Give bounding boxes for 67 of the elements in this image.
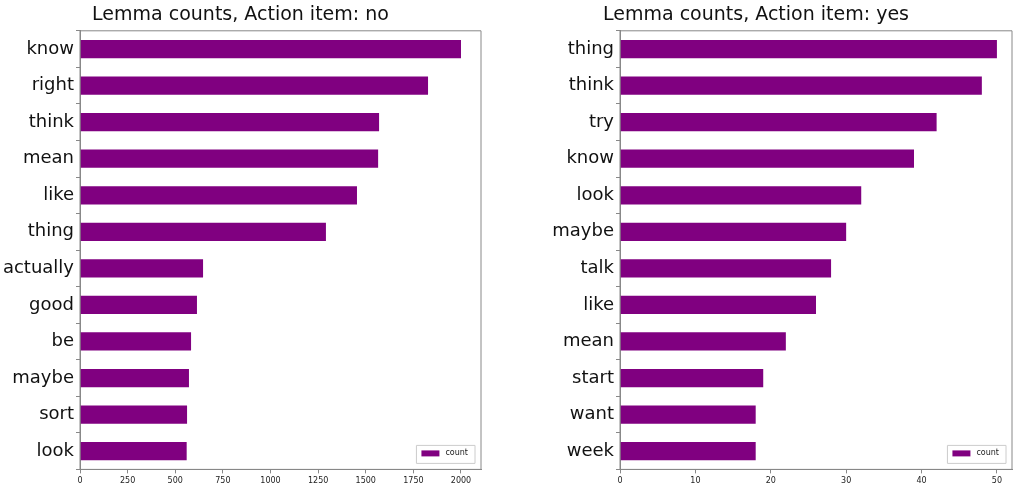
y-tick-label: think — [28, 109, 75, 131]
legend-label: count — [976, 448, 1000, 458]
bar — [620, 295, 816, 315]
bar — [620, 149, 914, 168]
bar — [620, 259, 832, 278]
bar — [620, 441, 756, 461]
y-tick-label: look — [576, 182, 615, 204]
x-tick-label: 50 — [991, 476, 1003, 486]
x-tick-label: 0 — [617, 476, 623, 486]
y-tick-label: be — [51, 329, 74, 351]
bar — [80, 441, 187, 461]
bar — [80, 39, 461, 59]
bar — [80, 222, 326, 241]
bar — [80, 368, 189, 388]
x-tick-label: 1500 — [355, 476, 376, 486]
y-tick-label: try — [588, 109, 615, 131]
bar — [620, 368, 764, 388]
y-tick-label: want — [569, 402, 614, 424]
bar — [80, 186, 357, 205]
bar — [620, 222, 847, 241]
bar — [620, 39, 997, 59]
y-tick-label: right — [31, 73, 74, 95]
bar — [80, 113, 380, 132]
bar — [80, 259, 204, 278]
bar — [620, 76, 982, 95]
x-tick-label: 40 — [916, 476, 927, 486]
x-tick-label: 20 — [765, 476, 776, 486]
y-tick-label: good — [29, 292, 74, 314]
chart-title: Lemma counts, Action item: yes — [603, 2, 909, 25]
bar — [620, 186, 862, 205]
y-tick-label: maybe — [12, 365, 74, 387]
y-tick-label: talk — [580, 256, 615, 278]
y-tick-label: actually — [2, 256, 75, 278]
y-tick-label: thing — [567, 36, 614, 58]
y-tick-label: like — [43, 182, 74, 204]
y-tick-label: sort — [39, 402, 74, 424]
bar — [80, 149, 379, 168]
bar — [80, 295, 197, 315]
y-tick-label: mean — [22, 146, 74, 168]
legend-label: count — [445, 448, 469, 458]
bar — [80, 405, 188, 424]
y-tick-label: think — [568, 73, 615, 95]
x-tick-label: 500 — [167, 476, 183, 486]
y-tick-label: look — [36, 438, 75, 460]
chart-title: Lemma counts, Action item: no — [92, 2, 389, 25]
x-tick-label: 10 — [690, 476, 701, 486]
y-tick-label: start — [572, 365, 614, 387]
x-tick-label: 1000 — [260, 476, 281, 486]
bar — [620, 332, 786, 351]
x-tick-label: 750 — [215, 476, 231, 486]
y-tick-label: know — [26, 36, 74, 58]
x-tick-label: 250 — [119, 476, 136, 486]
y-tick-label: maybe — [552, 219, 614, 241]
y-tick-label: week — [566, 438, 615, 460]
bar — [80, 332, 192, 351]
x-tick-label: 1250 — [307, 476, 329, 486]
y-tick-label: mean — [562, 329, 614, 351]
bar — [620, 113, 937, 132]
x-tick-label: 30 — [841, 476, 852, 486]
y-tick-label: know — [566, 146, 614, 168]
x-tick-label: 0 — [77, 476, 83, 486]
y-tick-label: thing — [27, 219, 74, 241]
bar — [80, 76, 429, 95]
bar — [620, 405, 756, 424]
y-tick-label: like — [583, 292, 614, 314]
x-tick-label: 1750 — [403, 476, 424, 486]
x-tick-label: 2000 — [450, 476, 472, 486]
